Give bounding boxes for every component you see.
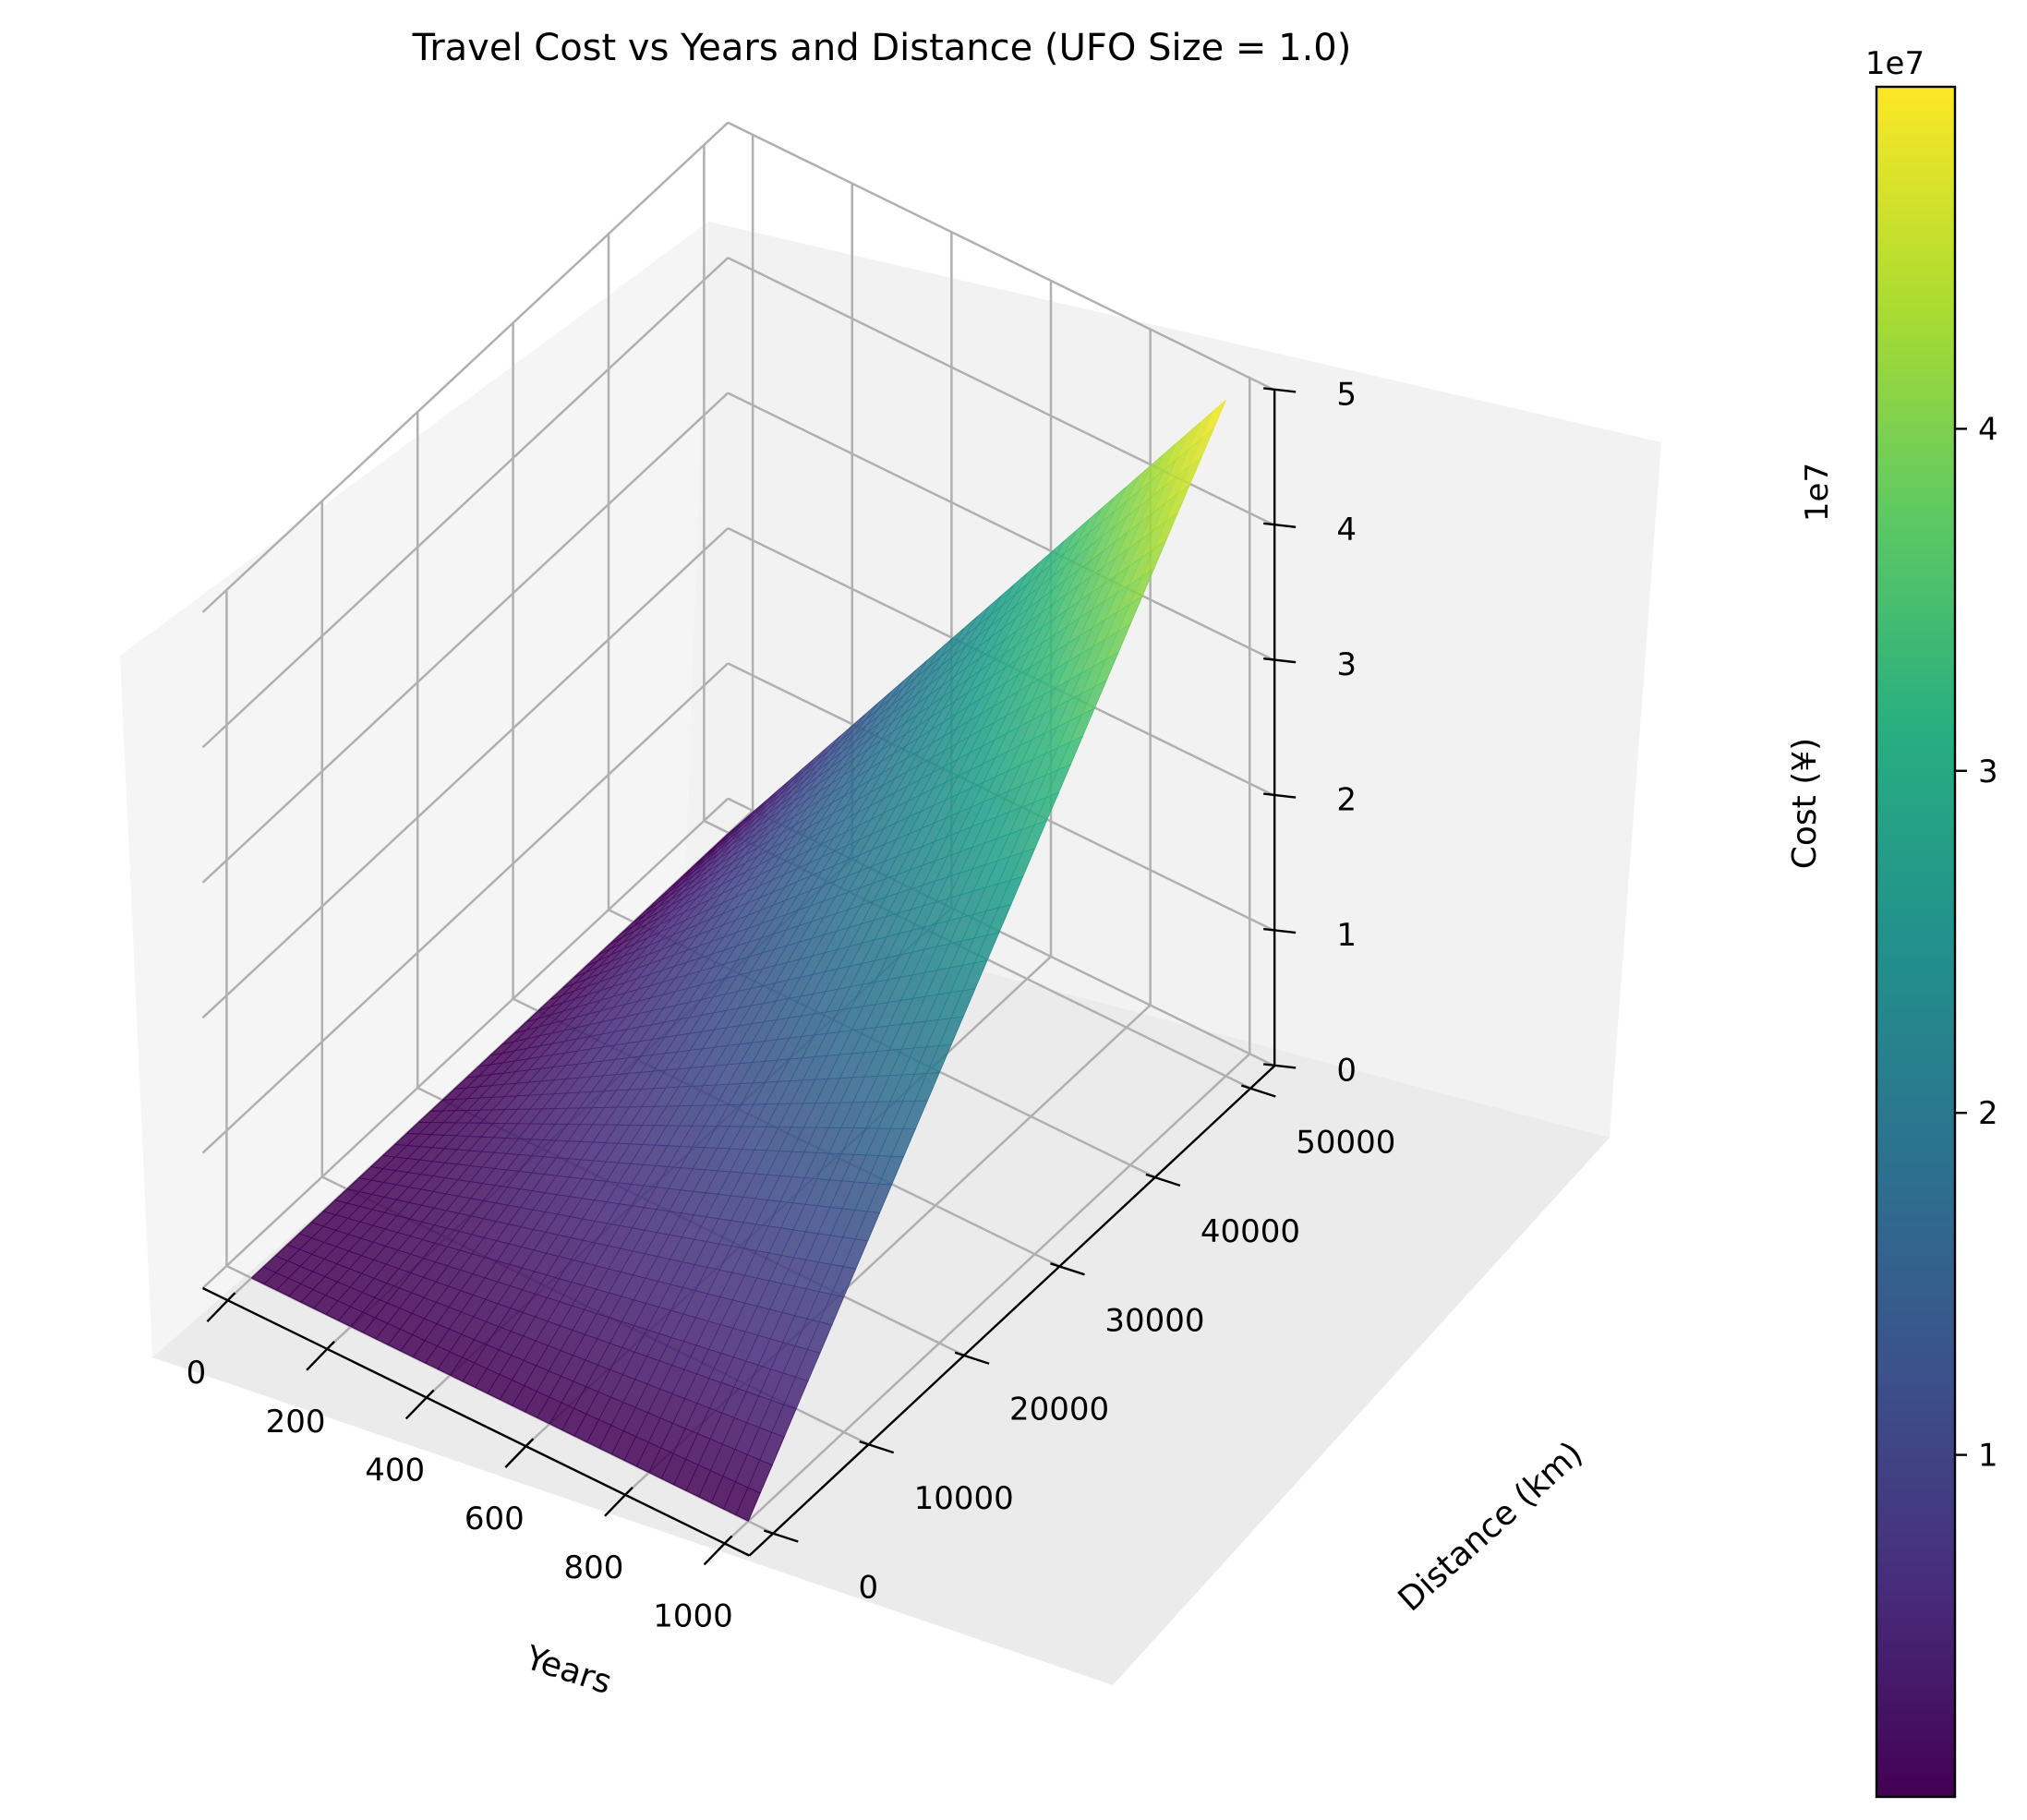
y-tick-label: 20000: [1009, 1392, 1109, 1428]
grid-line-z: [727, 121, 1275, 392]
grid-line-z: [201, 797, 730, 1289]
y-tick-mark: [1050, 1262, 1085, 1276]
y-tick-label: 40000: [1201, 1213, 1300, 1250]
z-tick-label: 1: [1336, 917, 1357, 954]
y-tick-mark: [954, 1351, 990, 1365]
grid-line-z: [201, 121, 730, 613]
y-tick-label: 10000: [914, 1480, 1014, 1517]
z-tick-label: 5: [1336, 376, 1357, 413]
y-tick-mark: [1145, 1173, 1181, 1187]
axis-tick-labels: 0200400600800100001000020000300004000050…: [187, 376, 1396, 1634]
x-tick-label: 1000: [653, 1597, 733, 1634]
z-tick-mark: [1263, 792, 1297, 799]
colorbar-tick-label: 3: [1978, 753, 1998, 790]
x-tick-label: 200: [266, 1404, 326, 1440]
z-offset-text: 1e7: [1799, 463, 1836, 522]
colorbar-ticks: 1 2 3 4: [1955, 411, 1998, 1475]
y-axis-label: Distance (km): [1392, 1435, 1590, 1620]
x-tick-mark: [604, 1486, 633, 1517]
z-axis-label: Cost (¥): [1786, 738, 1824, 869]
grid-line-z: [201, 392, 730, 884]
colorbar-tick-label: 1: [1978, 1438, 1998, 1475]
x-tick-mark: [404, 1389, 435, 1420]
y-tick-label: 0: [858, 1570, 878, 1607]
grid-line-x: [723, 1053, 1251, 1545]
chart-title: Travel Cost vs Years and Distance (UFO S…: [412, 27, 1352, 69]
y-tick-mark: [859, 1440, 895, 1454]
x-tick-mark: [306, 1340, 335, 1371]
surface-patch: [735, 1487, 761, 1522]
grid-line-z: [727, 392, 1275, 662]
y-tick-label: 30000: [1104, 1302, 1204, 1339]
x-axis-label: Years: [520, 1639, 616, 1703]
x-tick-label: 600: [465, 1501, 525, 1537]
z-tick-mark: [1263, 657, 1297, 664]
x-axis-line: [202, 1286, 750, 1557]
z-tick-mark: [1263, 1063, 1297, 1069]
x-tick-mark: [504, 1438, 535, 1468]
x-tick-label: 0: [187, 1355, 207, 1392]
pane-left-wall: [120, 222, 708, 1357]
y-tick-mark: [763, 1529, 799, 1543]
z-tick-mark: [1263, 927, 1297, 934]
cost-surface: [250, 399, 1226, 1522]
colorbar-tick-label: 4: [1978, 411, 1998, 448]
z-tick-label: 2: [1336, 782, 1357, 819]
z-tick-label: 0: [1336, 1052, 1357, 1089]
grid-line-z: [201, 257, 730, 749]
x-tick-label: 800: [563, 1549, 623, 1586]
axes: [202, 387, 1297, 1566]
y-tick-label: 50000: [1296, 1125, 1395, 1162]
y-tick-mark: [1240, 1084, 1276, 1098]
colorbar-offset-text: 1e7: [1865, 45, 1924, 82]
z-tick-mark: [1263, 387, 1297, 393]
grid-line-z: [201, 662, 730, 1154]
x-tick-mark: [703, 1535, 733, 1566]
z-tick-mark: [1263, 522, 1297, 529]
z-tick-label: 3: [1336, 646, 1357, 683]
x-tick-mark: [206, 1292, 236, 1322]
y-axis-line: [748, 1065, 1275, 1557]
x-tick-label: 400: [365, 1452, 425, 1489]
grid-line-z: [201, 527, 730, 1019]
colorbar-tick-label: 2: [1978, 1095, 1998, 1132]
colorbar: 1e7 1 2 3 4: [1865, 45, 1998, 1799]
colorbar-gradient: [1875, 85, 1957, 1799]
z-tick-label: 4: [1336, 512, 1357, 548]
